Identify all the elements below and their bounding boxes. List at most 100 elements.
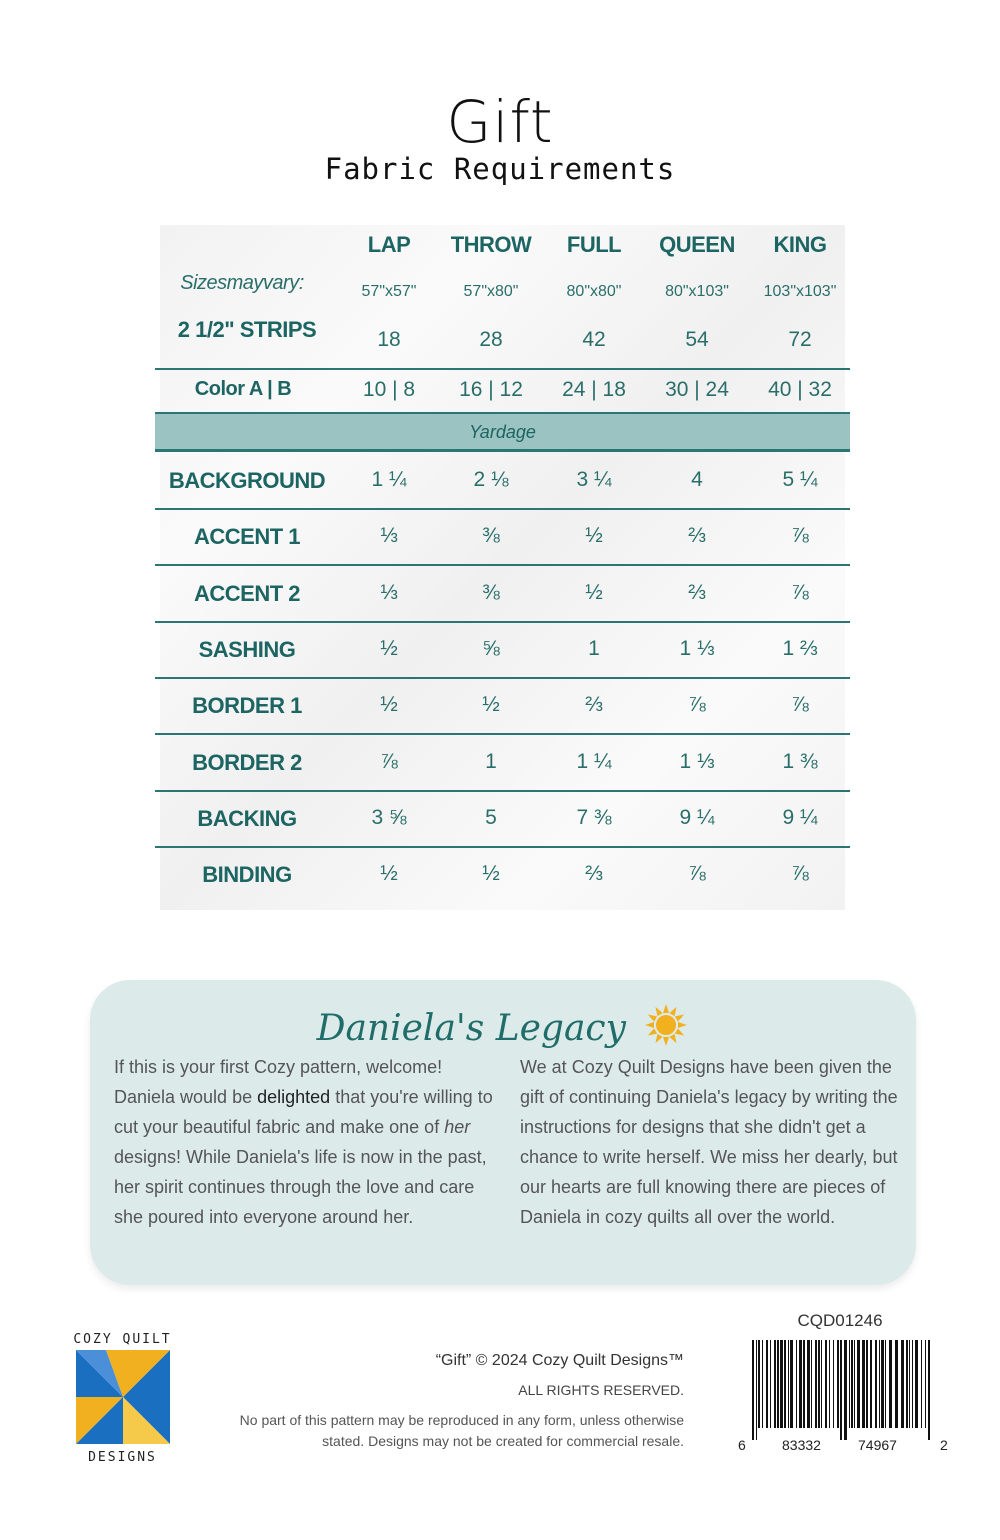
barcode-bar: [796, 1340, 797, 1428]
logo-text-top: COZY QUILT: [73, 1332, 172, 1347]
yardage-header: Yardage: [155, 412, 850, 452]
barcode-bar: [837, 1340, 839, 1428]
pattern-title: Gift: [446, 88, 554, 156]
legacy-text-right: We at Cozy Quilt Designs have been given…: [520, 1057, 898, 1227]
barcode-bar: [906, 1340, 908, 1428]
cozy-quilt-logo: [76, 1350, 170, 1444]
barcode-bar: [912, 1340, 913, 1428]
yardage-value: 4: [691, 468, 703, 491]
yardage-value: ⅝: [482, 636, 500, 660]
yardage-value: 7 ⅜: [576, 805, 612, 829]
barcode-bar: [854, 1340, 855, 1428]
row-label: SASHING: [198, 636, 296, 662]
barcode-bar: [784, 1340, 786, 1428]
column-header: QUEEN: [659, 232, 735, 257]
barcode-bar: [770, 1340, 771, 1428]
yardage-value: ⅓: [380, 580, 398, 604]
yardage-value: 1: [485, 749, 497, 773]
yardage-value: 1 ⅓: [679, 636, 715, 660]
column-header: THROW: [450, 232, 532, 257]
column-header: KING: [773, 232, 828, 257]
yardage-value: ⅞: [791, 524, 809, 548]
color-value: 30 | 24: [665, 378, 729, 401]
barcode-bar: [875, 1340, 877, 1428]
yardage-value: 1 ⅔: [782, 636, 818, 660]
size-value: 80"x80": [566, 283, 622, 300]
barcode-bar: [879, 1340, 880, 1428]
barcode-bar: [889, 1340, 892, 1428]
yardage-value: 1 ¼: [576, 749, 612, 773]
row-divider: [155, 789, 850, 792]
row-label: BACKING: [197, 805, 297, 831]
sun-icon: [645, 1004, 688, 1046]
yardage-value: 2 ⅛: [473, 468, 509, 491]
strips-value: 18: [377, 328, 401, 351]
yardage-value: ⅔: [585, 862, 603, 886]
yardage-value: ½: [380, 693, 398, 717]
yardage-value: 9 ¼: [679, 805, 715, 829]
strips-value: 28: [479, 328, 503, 351]
copyright: “Gift” © 2024 Cozy Quilt Designs™: [435, 1352, 684, 1369]
barcode-bar: [780, 1340, 783, 1428]
barcode-bar: [833, 1340, 834, 1428]
color-value: 40 | 32: [768, 378, 832, 401]
row-label: BORDER 2: [192, 749, 302, 775]
row-label: BACKGROUND: [168, 468, 326, 493]
yardage-value: ½: [585, 580, 603, 604]
yardage-value: ⅔: [688, 524, 706, 548]
barcode-bar: [762, 1340, 763, 1428]
barcode-bar: [788, 1340, 789, 1428]
barcode-bar: [815, 1340, 817, 1428]
barcode-bar: [862, 1340, 865, 1428]
column-header: LAP: [367, 232, 411, 257]
barcode-bar: [766, 1340, 768, 1428]
barcode-bar: [870, 1340, 872, 1428]
row-label: ACCENT 2: [193, 580, 301, 606]
barcode-bar: [925, 1340, 926, 1428]
color-value: 24 | 18: [562, 378, 626, 401]
row-divider: [155, 845, 850, 848]
barcode-bar: [790, 1340, 793, 1428]
barcode-bar: [895, 1340, 898, 1428]
barcode-bar: [777, 1340, 779, 1428]
barcode-bar: [849, 1340, 850, 1428]
yardage-value: 3 ⅝: [371, 805, 407, 829]
row-label: BORDER 1: [192, 693, 302, 719]
row-label: ACCENT 1: [193, 524, 301, 550]
yardage-value: ⅞: [688, 862, 706, 886]
yardage-value: ⅞: [791, 693, 809, 717]
yardage-value: ⅞: [791, 862, 809, 886]
barcode-bar: [909, 1340, 910, 1428]
barcode-bar: [803, 1340, 805, 1428]
barcode-bar: [866, 1340, 868, 1428]
barcode-digit: 74967: [858, 1437, 897, 1453]
logo-text-bottom: DESIGNS: [88, 1450, 157, 1465]
table-background: [160, 225, 845, 910]
yardage-value: 1 ⅜: [782, 749, 818, 773]
pattern-subtitle: Fabric Requirements: [324, 152, 676, 186]
barcode-bar: [774, 1340, 776, 1428]
color-value: 10 | 8: [362, 378, 416, 401]
row-divider: [155, 620, 850, 623]
yardage-value: 9 ¼: [782, 805, 818, 829]
sizes-label: Sizesmayvary:: [180, 272, 304, 294]
row-divider: [155, 368, 850, 370]
yardage-value: ⅔: [585, 693, 603, 717]
barcode-bar: [756, 1340, 757, 1440]
legacy-title: Daniela's Legacy: [90, 1002, 916, 1049]
yardage-value: ⅓: [380, 524, 398, 548]
barcode-bar: [825, 1340, 827, 1428]
strips-label: 2 1/2" STRIPS: [177, 317, 317, 342]
barcode-bar: [799, 1340, 802, 1428]
row-label: BINDING: [202, 862, 292, 888]
yardage-value: ⅞: [380, 749, 398, 773]
rights-reserved: ALL RIGHTS RESERVED.: [518, 1382, 684, 1398]
barcode-bar: [844, 1340, 847, 1440]
barcode-bar: [811, 1340, 812, 1428]
row-divider: [155, 676, 850, 679]
barcode-bar: [829, 1340, 830, 1428]
yardage-value: ½: [380, 636, 398, 660]
yardage-value: ½: [380, 862, 398, 886]
yardage-value: ½: [482, 693, 500, 717]
